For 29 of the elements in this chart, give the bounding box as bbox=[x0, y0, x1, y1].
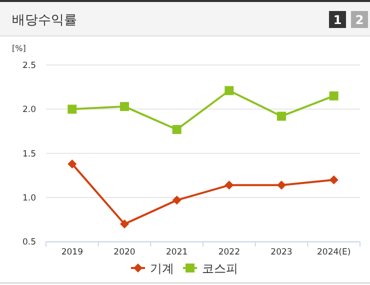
point bbox=[68, 159, 77, 168]
y-tick-label: 1.5 bbox=[22, 149, 36, 160]
point bbox=[277, 180, 286, 190]
x-tick-label: 2022 bbox=[218, 248, 240, 258]
y-tick-label: 0.5 bbox=[22, 238, 36, 248]
point bbox=[224, 86, 234, 96]
x-tick-label: 2021 bbox=[166, 248, 188, 258]
chart-title: 배당수익률 bbox=[12, 13, 77, 28]
point bbox=[277, 112, 286, 121]
text: 1 bbox=[333, 13, 342, 27]
point bbox=[224, 180, 234, 190]
legend-label: 기계 bbox=[150, 262, 174, 276]
x-tick-label: 2023 bbox=[270, 248, 292, 258]
x-tick-label: 2020 bbox=[114, 248, 136, 258]
y-tick-label: 2.0 bbox=[22, 105, 36, 116]
y-tick-label: 1.0 bbox=[22, 194, 36, 204]
text: 2 bbox=[355, 13, 364, 27]
point bbox=[120, 220, 129, 229]
point bbox=[120, 102, 129, 112]
y-axis-title: [%] bbox=[12, 44, 26, 53]
point bbox=[329, 91, 338, 100]
point bbox=[172, 124, 182, 134]
point bbox=[329, 175, 338, 184]
point bbox=[172, 196, 182, 205]
x-tick-label: 2019 bbox=[61, 248, 83, 258]
x-tick-label: 2024(E) bbox=[317, 248, 351, 258]
legend-label: 코스피 bbox=[202, 262, 238, 276]
point bbox=[68, 104, 77, 114]
y-tick-label: 2.5 bbox=[22, 61, 36, 71]
